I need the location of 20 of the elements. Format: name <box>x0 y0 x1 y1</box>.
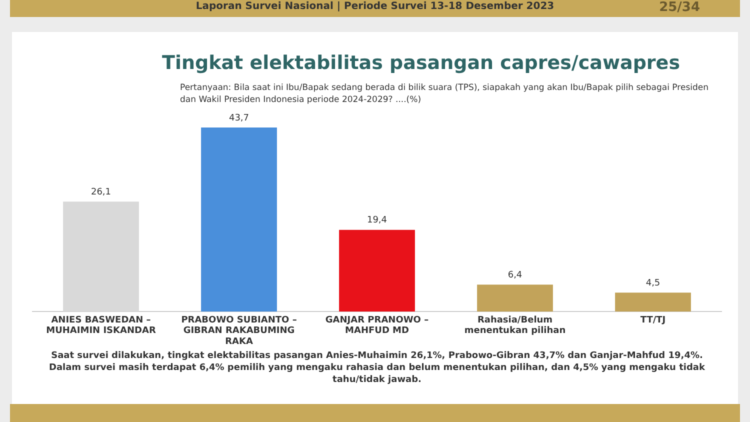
bar <box>63 202 139 312</box>
text: Laporan Survei Nasional | Periode Survei 13-18 Desember 2023 <box>196 1 554 12</box>
data-label: 4,5 <box>646 278 660 288</box>
x-tick-label: ANIES BASWEDAN – MUHAIMIN ISKANDAR <box>46 315 156 336</box>
bar <box>477 284 553 312</box>
chart-subtitle: Pertanyaan: Bila saat ini Ibu/Bapak sedang berada di bilik suara (TPS), siapakah yang akan Ibu/Bapak pilih sebagai Presiden dan Wakil Presiden Indonesia periode 2024-2029? ....(%) <box>180 82 710 106</box>
bar <box>339 230 415 312</box>
data-label: 26,1 <box>90 187 112 198</box>
chart-title: Tingkat elektabilitas pasangan capres/cawapres <box>162 52 680 74</box>
x-tick-label: GANJAR PRANOWO – MAHFUD MD <box>325 315 430 336</box>
text: 25/34 <box>659 0 700 15</box>
x-tick-label: PRABOWO SUBIANTO – GIBRAN RAKABUMING RAKA <box>181 315 298 347</box>
data-label: 6,4 <box>508 270 522 280</box>
bar <box>201 127 277 312</box>
data-label: 19,4 <box>366 216 388 226</box>
text: Saat survei dilakukan, tingkat elektabilitas pasangan Anies-Muhaimin 26,1%, Prabowo-Gibran 43,7% dan Ganjar-Mahfud 19,4%. Dalam survei masih terdapat 6,4% pemilih yang mengaku rahasia dan belum menentukan pilihan, dan 4,5% yang mengaku tidak tahu/tidak jawab. <box>48 350 706 386</box>
data-label: 43,7 <box>228 113 250 124</box>
bar <box>615 292 691 312</box>
x-tick-label: Rahasia/Belum menentukan pilihan <box>464 315 566 336</box>
x-tick-label: TT/TJ <box>640 315 666 326</box>
